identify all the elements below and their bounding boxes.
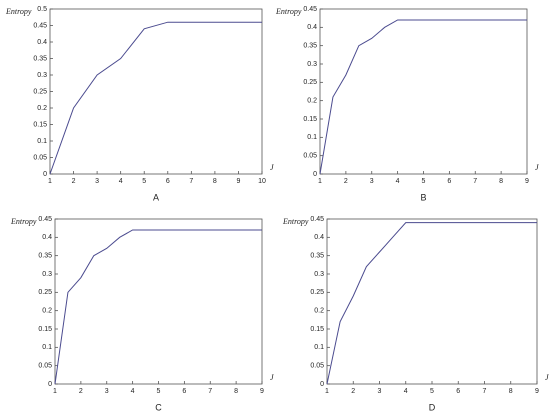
x-tick-label: 6 xyxy=(166,178,170,185)
panel-caption: C xyxy=(155,402,162,412)
y-tick-label: 0.2 xyxy=(307,98,317,105)
x-tick-label: 7 xyxy=(473,178,477,185)
x-tick-label: 2 xyxy=(344,178,348,185)
x-tick-label: 9 xyxy=(535,388,539,395)
y-tick-label: 0.15 xyxy=(303,116,317,123)
y-tick-label: 0.25 xyxy=(38,289,52,296)
y-tick-label: 0.25 xyxy=(303,79,317,86)
x-tick-label: 9 xyxy=(236,178,240,185)
y-tick-label: 0.3 xyxy=(307,61,317,68)
y-tick-label: 0.2 xyxy=(42,308,52,315)
y-axis-label: Entropy xyxy=(282,217,309,226)
y-tick-label: 0.35 xyxy=(303,43,317,50)
y-tick-label: 0.45 xyxy=(38,216,52,223)
x-axis-label: J xyxy=(545,373,549,382)
x-tick-label: 1 xyxy=(53,388,57,395)
y-tick-label: 0.15 xyxy=(310,326,324,333)
y-tick-label: 0.1 xyxy=(37,138,47,145)
plot-frame xyxy=(319,8,528,175)
x-tick-label: 4 xyxy=(131,388,135,395)
y-tick-label: 0.3 xyxy=(314,271,324,278)
x-tick-label: 8 xyxy=(499,178,503,185)
y-tick-label: 0.2 xyxy=(37,105,47,112)
x-tick-label: 9 xyxy=(260,388,264,395)
y-tick-label: 0.1 xyxy=(42,344,52,351)
data-line xyxy=(54,229,262,385)
y-tick-label: 0 xyxy=(48,381,52,388)
data-line xyxy=(319,19,527,175)
plot-frame xyxy=(54,218,263,385)
y-axis-label: Entropy xyxy=(5,7,32,16)
x-axis-label: J xyxy=(270,373,274,382)
x-tick-label: 5 xyxy=(142,178,146,185)
y-tick-label: 0.4 xyxy=(314,234,324,241)
x-tick-label: 7 xyxy=(189,178,193,185)
x-tick-label: 4 xyxy=(404,388,408,395)
x-tick-label: 6 xyxy=(456,388,460,395)
panel-caption: B xyxy=(420,192,426,202)
x-tick-label: 3 xyxy=(370,178,374,185)
y-tick-label: 0.05 xyxy=(38,363,52,370)
x-tick-label: 5 xyxy=(422,178,426,185)
y-tick-label: 0.35 xyxy=(310,253,324,260)
y-tick-label: 0.05 xyxy=(303,153,317,160)
data-line xyxy=(49,21,262,175)
x-tick-label: 1 xyxy=(318,178,322,185)
data-line xyxy=(326,222,537,385)
y-tick-label: 0.05 xyxy=(33,154,47,161)
plot-frame xyxy=(49,8,263,175)
x-tick-label: 1 xyxy=(325,388,329,395)
plot-frame xyxy=(326,218,538,385)
y-tick-label: 0.2 xyxy=(314,308,324,315)
y-tick-label: 0.25 xyxy=(33,88,47,95)
x-axis-label: J xyxy=(535,163,539,172)
x-tick-label: 8 xyxy=(234,388,238,395)
y-tick-label: 0.45 xyxy=(310,216,324,223)
y-tick-label: 0.45 xyxy=(303,6,317,13)
x-tick-label: 8 xyxy=(213,178,217,185)
y-tick-label: 0.5 xyxy=(37,6,47,13)
x-tick-label: 5 xyxy=(430,388,434,395)
x-tick-label: 5 xyxy=(157,388,161,395)
y-tick-label: 0.1 xyxy=(307,134,317,141)
y-tick-label: 0.3 xyxy=(37,72,47,79)
y-tick-label: 0.25 xyxy=(310,289,324,296)
x-tick-label: 4 xyxy=(119,178,123,185)
x-tick-label: 1 xyxy=(48,178,52,185)
x-tick-label: 2 xyxy=(72,178,76,185)
x-tick-label: 7 xyxy=(483,388,487,395)
y-tick-label: 0.15 xyxy=(38,326,52,333)
x-tick-label: 4 xyxy=(396,178,400,185)
y-axis-label: Entropy xyxy=(10,217,37,226)
y-tick-label: 0.4 xyxy=(37,39,47,46)
x-tick-label: 6 xyxy=(182,388,186,395)
x-tick-label: 10 xyxy=(258,178,266,185)
y-tick-label: 0 xyxy=(43,171,47,178)
x-tick-label: 6 xyxy=(447,178,451,185)
y-tick-label: 0 xyxy=(320,381,324,388)
y-tick-label: 0 xyxy=(313,171,317,178)
x-tick-label: 8 xyxy=(509,388,513,395)
y-tick-label: 0.45 xyxy=(33,22,47,29)
y-tick-label: 0.1 xyxy=(314,344,324,351)
y-tick-label: 0.35 xyxy=(33,55,47,62)
panel-caption: D xyxy=(429,402,436,412)
x-tick-label: 2 xyxy=(79,388,83,395)
x-tick-label: 3 xyxy=(378,388,382,395)
x-tick-label: 2 xyxy=(351,388,355,395)
y-tick-label: 0.4 xyxy=(307,24,317,31)
x-axis-label: J xyxy=(270,163,274,172)
y-tick-label: 0.35 xyxy=(38,253,52,260)
y-axis-label: Entropy xyxy=(275,7,302,16)
y-tick-label: 0.3 xyxy=(42,271,52,278)
y-tick-label: 0.4 xyxy=(42,234,52,241)
x-tick-label: 3 xyxy=(95,178,99,185)
y-tick-label: 0.05 xyxy=(310,363,324,370)
x-tick-label: 3 xyxy=(105,388,109,395)
x-tick-label: 7 xyxy=(208,388,212,395)
x-tick-label: 9 xyxy=(525,178,529,185)
panel-caption: A xyxy=(153,192,159,202)
y-tick-label: 0.15 xyxy=(33,121,47,128)
